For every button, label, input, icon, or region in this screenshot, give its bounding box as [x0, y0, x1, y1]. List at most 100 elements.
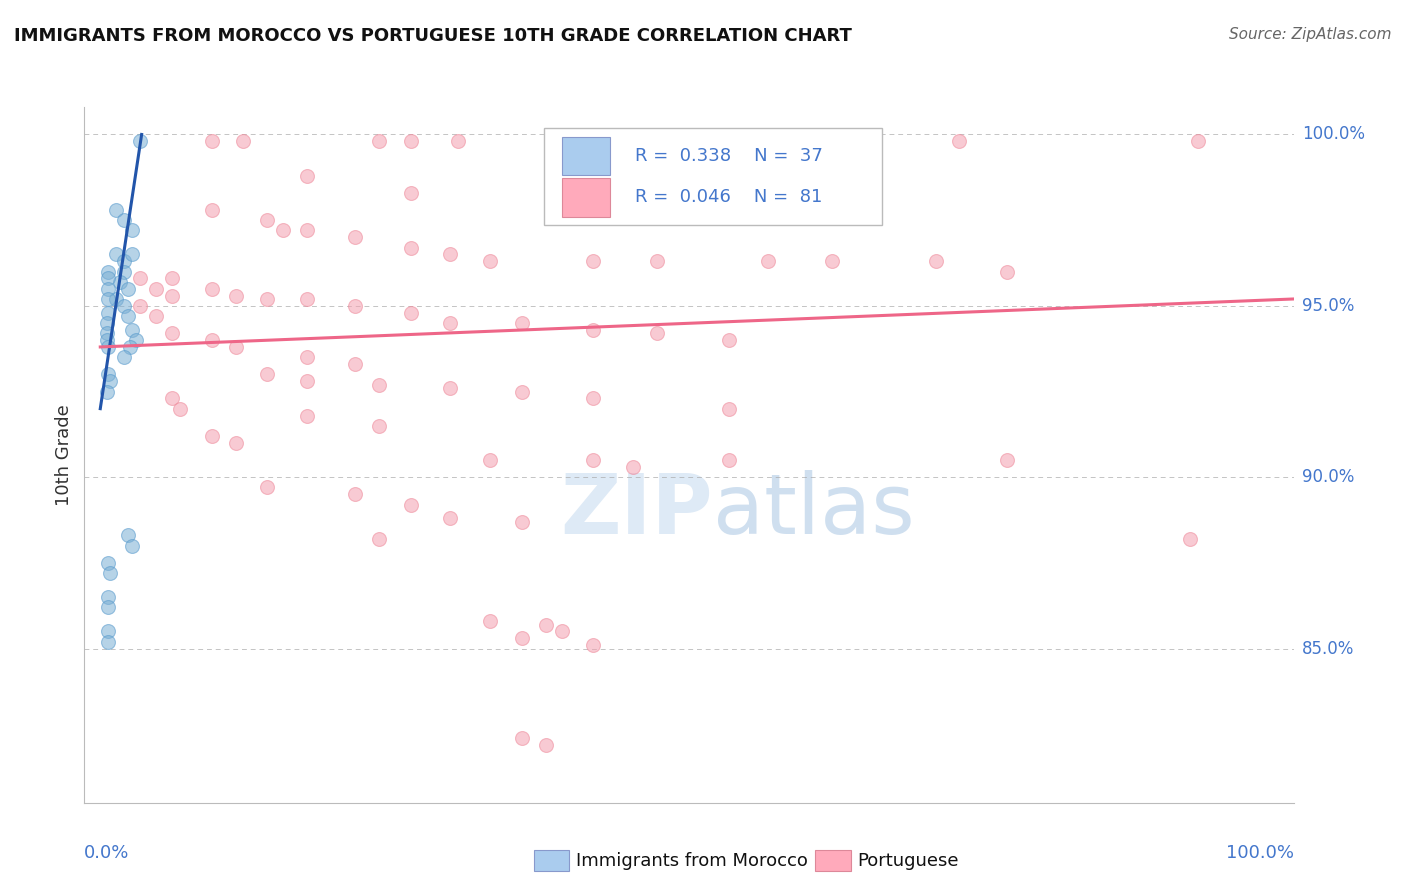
Text: R =  0.338    N =  37: R = 0.338 N = 37	[634, 147, 823, 165]
Point	[125, 333, 148, 347]
Point	[97, 282, 120, 296]
Point	[295, 169, 318, 183]
Point	[343, 357, 366, 371]
Point	[97, 264, 120, 278]
Text: 95.0%: 95.0%	[1302, 297, 1354, 315]
Point	[295, 409, 318, 423]
Point	[645, 254, 668, 268]
Point	[367, 377, 389, 392]
Point	[105, 202, 128, 217]
Point	[256, 481, 278, 495]
Point	[108, 275, 131, 289]
Point	[232, 134, 254, 148]
Text: IMMIGRANTS FROM MOROCCO VS PORTUGUESE 10TH GRADE CORRELATION CHART: IMMIGRANTS FROM MOROCCO VS PORTUGUESE 10…	[14, 27, 852, 45]
Point	[112, 213, 135, 227]
Text: R =  0.046    N =  81: R = 0.046 N = 81	[634, 188, 823, 206]
Point	[399, 498, 422, 512]
Point	[295, 223, 318, 237]
Point	[225, 288, 247, 302]
Point	[96, 326, 118, 341]
Point	[97, 600, 120, 615]
Point	[1187, 134, 1209, 148]
Point	[510, 632, 533, 646]
Point	[343, 487, 366, 501]
Point	[510, 384, 533, 399]
Point	[295, 374, 318, 388]
Point	[399, 306, 422, 320]
Point	[271, 223, 294, 237]
Point	[201, 134, 224, 148]
Point	[97, 556, 120, 570]
Point	[129, 134, 152, 148]
Point	[121, 223, 143, 237]
Point	[343, 230, 366, 244]
Point	[399, 241, 422, 255]
Point	[948, 134, 970, 148]
Point	[97, 271, 120, 285]
Point	[399, 134, 422, 148]
Point	[129, 271, 152, 285]
Point	[439, 511, 461, 525]
Point	[225, 436, 247, 450]
Text: 100.0%: 100.0%	[1302, 126, 1365, 144]
Point	[550, 624, 572, 639]
Point	[621, 459, 644, 474]
Point	[479, 453, 502, 467]
Point	[169, 401, 191, 416]
Point	[758, 254, 780, 268]
Text: atlas: atlas	[713, 470, 915, 551]
Point	[295, 350, 318, 364]
Point	[256, 292, 278, 306]
Text: 90.0%: 90.0%	[1302, 468, 1354, 486]
Point	[821, 254, 844, 268]
Point	[995, 453, 1018, 467]
Point	[160, 271, 183, 285]
Point	[717, 401, 740, 416]
Point	[145, 282, 167, 296]
Point	[105, 292, 128, 306]
Point	[717, 453, 740, 467]
FancyBboxPatch shape	[562, 178, 610, 217]
Point	[129, 299, 152, 313]
Point	[256, 368, 278, 382]
Point	[97, 624, 120, 639]
Point	[112, 299, 135, 313]
Text: 0.0%: 0.0%	[84, 844, 129, 862]
Point	[98, 374, 121, 388]
Point	[97, 590, 120, 604]
FancyBboxPatch shape	[562, 136, 610, 175]
Point	[256, 213, 278, 227]
Point	[534, 617, 557, 632]
Point	[121, 323, 143, 337]
Text: 85.0%: 85.0%	[1302, 640, 1354, 657]
Point	[112, 350, 135, 364]
Point	[717, 333, 740, 347]
Point	[201, 202, 224, 217]
Point	[112, 254, 135, 268]
Point	[447, 134, 470, 148]
Point	[120, 340, 142, 354]
Point	[117, 282, 139, 296]
Text: Portuguese: Portuguese	[858, 852, 959, 870]
Point	[789, 134, 811, 148]
Point	[367, 134, 389, 148]
Point	[582, 254, 605, 268]
Point	[510, 515, 533, 529]
Point	[479, 254, 502, 268]
Point	[439, 381, 461, 395]
Point	[121, 539, 143, 553]
Text: 100.0%: 100.0%	[1226, 844, 1294, 862]
Point	[582, 638, 605, 652]
Point	[96, 384, 118, 399]
Text: ZIP: ZIP	[561, 470, 713, 551]
Point	[1178, 532, 1201, 546]
Point	[399, 186, 422, 200]
Point	[117, 309, 139, 323]
Point	[582, 392, 605, 406]
Point	[201, 429, 224, 443]
Point	[160, 326, 183, 341]
Point	[343, 299, 366, 313]
Point	[582, 323, 605, 337]
Point	[924, 254, 946, 268]
Point	[98, 566, 121, 581]
